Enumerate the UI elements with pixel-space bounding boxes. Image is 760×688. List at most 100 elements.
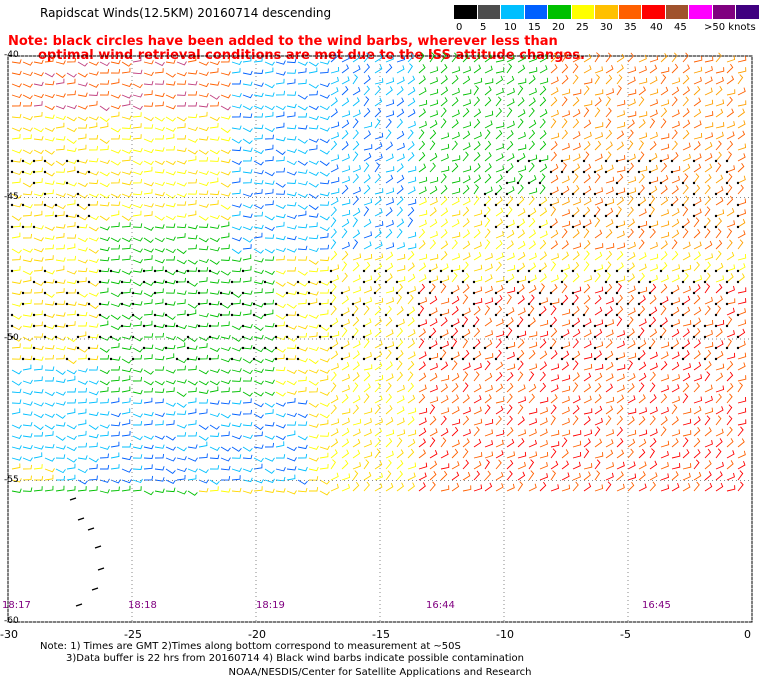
contamination-dot xyxy=(659,159,663,163)
contamination-dot xyxy=(263,302,267,306)
wind-barb xyxy=(517,85,524,96)
wind-barb xyxy=(385,437,393,448)
wind-barb xyxy=(627,416,635,426)
wind-barb xyxy=(506,163,514,173)
wind-barb xyxy=(121,170,132,175)
wind-barb xyxy=(55,72,66,79)
wind-barb xyxy=(286,191,297,197)
wind-barb xyxy=(44,149,55,155)
wind-barb xyxy=(253,134,263,140)
contamination-dot xyxy=(670,159,674,163)
wind-barb xyxy=(594,89,604,96)
wind-barb xyxy=(528,195,535,206)
contamination-dot xyxy=(692,181,696,185)
wind-barb xyxy=(132,147,143,153)
contamination-dot xyxy=(494,203,498,207)
wind-barb xyxy=(33,345,44,351)
wind-barb xyxy=(517,165,527,173)
wind-barb xyxy=(154,488,165,494)
wind-barb xyxy=(451,97,459,107)
wind-barb xyxy=(242,213,253,219)
contamination-dot xyxy=(681,313,685,317)
wind-barb xyxy=(462,438,470,448)
wind-barb xyxy=(33,237,44,242)
wind-barb xyxy=(671,463,681,470)
wind-barb xyxy=(341,449,350,459)
wind-barb xyxy=(154,135,165,140)
wind-barb xyxy=(605,96,611,107)
contamination-dot xyxy=(87,170,91,174)
wind-barb xyxy=(363,184,371,195)
wind-barb xyxy=(297,347,308,352)
wind-barb xyxy=(143,148,154,154)
contamination-dot xyxy=(439,346,443,350)
wind-barb xyxy=(572,63,579,74)
wind-barb xyxy=(440,173,447,184)
wind-barb xyxy=(110,134,121,140)
wind-barb xyxy=(506,186,515,195)
wind-barb xyxy=(66,243,76,250)
wind-barb xyxy=(418,319,428,327)
wind-barb xyxy=(616,121,626,129)
wind-barb xyxy=(330,331,340,338)
wind-barb xyxy=(561,341,571,349)
wind-barb xyxy=(451,285,460,294)
wind-barb xyxy=(352,207,361,217)
wind-barb xyxy=(66,463,76,470)
wind-barb xyxy=(55,105,66,110)
contamination-dot xyxy=(428,291,432,295)
wind-barb xyxy=(297,210,307,217)
contamination-dot xyxy=(505,313,509,317)
wind-barb xyxy=(77,354,87,360)
legend-swatch xyxy=(548,5,572,19)
wind-barb xyxy=(22,222,33,228)
wind-barb xyxy=(253,160,264,166)
contamination-dot xyxy=(736,269,740,273)
wind-barb xyxy=(143,138,154,143)
wind-barb xyxy=(462,407,471,415)
wind-barb xyxy=(484,372,493,382)
wind-barb xyxy=(121,358,132,364)
wind-barb xyxy=(319,244,330,250)
wind-barb xyxy=(110,441,120,448)
contamination-dot xyxy=(384,313,388,317)
wind-barb xyxy=(33,257,44,262)
wind-barb xyxy=(143,320,153,327)
wind-barb xyxy=(638,448,646,459)
wind-barb xyxy=(660,327,667,338)
wind-barb xyxy=(66,474,76,481)
wind-barb xyxy=(165,193,176,199)
wind-barb xyxy=(682,74,690,85)
wind-barb xyxy=(242,265,252,272)
wind-barb xyxy=(638,165,648,173)
wind-barb xyxy=(737,67,747,74)
wind-barb xyxy=(429,52,436,63)
wind-barb xyxy=(121,345,132,351)
wind-barb xyxy=(583,239,591,250)
wind-barb xyxy=(605,319,615,327)
latitude-tick-label: -60 xyxy=(4,616,19,626)
legend-label: 0 xyxy=(456,22,463,33)
wind-barb xyxy=(484,96,492,107)
wind-barb xyxy=(605,176,615,184)
contamination-dot xyxy=(450,269,454,273)
wind-barb xyxy=(99,267,110,273)
wind-barb xyxy=(330,363,339,371)
wind-barb xyxy=(605,283,613,294)
wind-barb xyxy=(627,352,637,360)
wind-barb xyxy=(121,375,131,382)
wind-barb xyxy=(88,442,98,448)
contamination-dot xyxy=(527,302,531,306)
contamination-dot xyxy=(648,346,652,350)
contamination-dot xyxy=(186,280,190,284)
wind-barb xyxy=(495,143,505,151)
wind-barb xyxy=(440,185,448,195)
wind-barb xyxy=(583,482,592,492)
wind-barb xyxy=(110,193,121,199)
wind-barb xyxy=(539,77,549,85)
wind-barb xyxy=(165,59,176,64)
wind-barb xyxy=(297,314,308,319)
wind-barb xyxy=(704,142,713,151)
wind-barb xyxy=(34,476,44,481)
wind-barb xyxy=(319,463,329,470)
